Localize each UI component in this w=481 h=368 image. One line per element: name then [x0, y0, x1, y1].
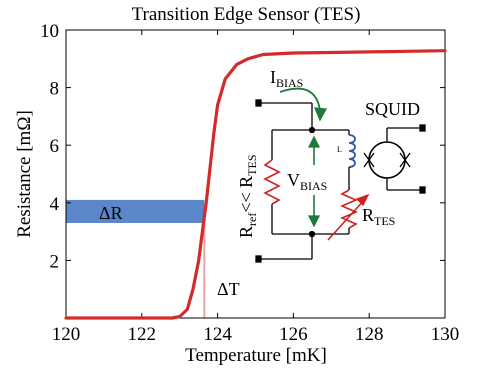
- chart-title: Transition Edge Sensor (TES): [132, 4, 361, 25]
- vbias-label: VBIAS: [287, 170, 327, 193]
- squid-loop: [368, 141, 406, 179]
- squid-terminal-top: [419, 124, 426, 132]
- y-axis-label: Resistance [mΩ]: [14, 110, 35, 238]
- plot-frame: [65, 29, 446, 319]
- tes-resistor: [339, 189, 359, 229]
- ibias-arrow: [279, 87, 321, 111]
- x-tick-label: 128: [355, 324, 384, 345]
- node-bottom: [308, 230, 316, 238]
- squid-junction-right-b: [399, 152, 411, 168]
- x-axis-ticks: 120 122 124 126 128 130: [52, 30, 460, 345]
- resistance-curve: [64, 49, 447, 320]
- variable-resistor-arrow: [327, 197, 367, 241]
- delta-t-label: ΔT: [217, 279, 240, 299]
- y-tick-label: 10: [40, 21, 59, 42]
- y-tick-label: 2: [50, 251, 60, 272]
- y-tick-label: 6: [50, 136, 60, 157]
- terminal-bottom: [255, 255, 262, 263]
- x-tick-label: 120: [52, 324, 81, 345]
- delta-r-label: ΔR: [99, 203, 123, 223]
- x-tick-label: 126: [279, 324, 308, 345]
- vbias-arrowhead-up: [307, 135, 321, 148]
- rtes-label: RTES: [362, 205, 395, 228]
- circuit-diagram: [255, 87, 426, 263]
- variable-arrowhead: [355, 193, 370, 207]
- squid-label: SQUID: [365, 99, 420, 119]
- x-tick-label: 130: [431, 324, 460, 345]
- squid-junction-left-b: [363, 152, 375, 168]
- delta-r-band: [66, 199, 205, 223]
- x-tick-label: 122: [128, 324, 157, 345]
- ibias-arrowhead: [313, 107, 328, 122]
- inductor: [348, 134, 356, 168]
- node-top: [308, 126, 316, 134]
- terminal-top: [255, 99, 262, 107]
- inductor-label: L: [337, 145, 342, 154]
- x-tick-label: 124: [203, 324, 232, 345]
- y-tick-label: 4: [50, 194, 60, 215]
- x-axis-label: Temperature [mK]: [185, 345, 327, 366]
- y-axis-ticks: 2 4 6 8 10: [40, 21, 445, 272]
- ibias-label: IBIAS: [270, 67, 303, 90]
- rref-label: Rref<< RTES: [236, 155, 259, 239]
- y-tick-label: 8: [50, 79, 60, 100]
- vbias-arrowhead-down: [307, 215, 321, 228]
- squid-terminal-bottom: [419, 186, 426, 194]
- ref-resistor: [263, 159, 281, 205]
